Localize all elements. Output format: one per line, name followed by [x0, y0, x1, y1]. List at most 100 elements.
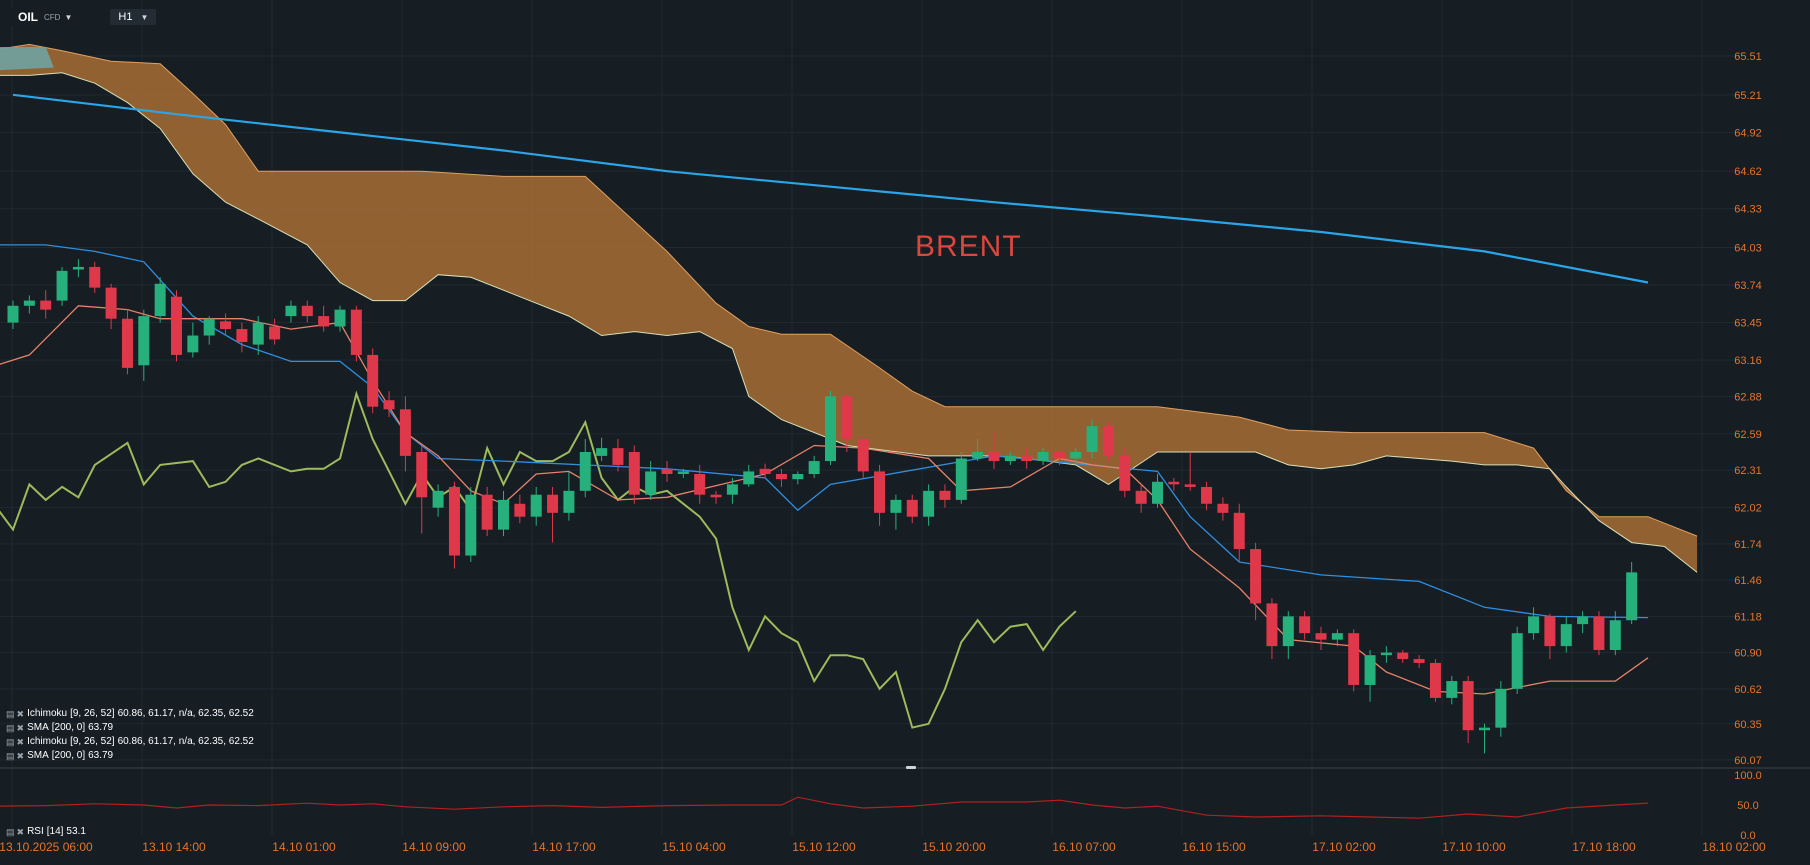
- close-icon[interactable]: ✖: [16, 709, 25, 719]
- candle-body: [121, 318, 133, 368]
- price-tick-label: 61.18: [1734, 611, 1762, 623]
- candle: [579, 439, 591, 498]
- indicator-legend-ichimoku-2[interactable]: ▤ ✖ Ichimoku [9, 26, 52] 60.86, 61.17, n/…: [6, 736, 254, 748]
- candle: [56, 266, 68, 306]
- rsi-tick-label: 100.0: [1734, 770, 1762, 782]
- settings-icon[interactable]: ▤: [6, 737, 15, 747]
- candle: [612, 439, 624, 472]
- candle-body: [481, 494, 493, 530]
- candle-body: [1348, 633, 1360, 685]
- indicator-legend-ichimoku-1[interactable]: ▤ ✖ Ichimoku [9, 26, 52] 60.86, 61.17, n/…: [6, 708, 254, 720]
- candle-body: [726, 484, 738, 495]
- timeframe-value: H1: [118, 11, 133, 23]
- time-tick-label: 13.10.2025 06:00: [0, 840, 93, 854]
- candle-body: [334, 309, 346, 327]
- candle-body: [285, 305, 297, 317]
- candle: [399, 396, 411, 472]
- symbol-name: OIL: [18, 10, 38, 24]
- candles: [7, 259, 1638, 754]
- symbol-selector[interactable]: OIL CFD ▼: [10, 8, 81, 26]
- ichimoku-cloud: [0, 44, 1698, 573]
- candle-body: [1544, 616, 1556, 647]
- indicator-legend-sma-1[interactable]: ▤ ✖ SMA [200, 0] 63.79: [6, 722, 113, 734]
- indicator-legend-rsi[interactable]: ▤ ✖ RSI [14] 53.1: [6, 826, 86, 838]
- candle: [1053, 448, 1065, 465]
- candle: [775, 468, 787, 487]
- candle-body: [7, 305, 19, 323]
- price-tick-label: 62.31: [1734, 465, 1762, 477]
- candle: [677, 468, 689, 478]
- candle: [1331, 629, 1343, 647]
- candle: [105, 283, 117, 330]
- candle-body: [1528, 616, 1540, 634]
- settings-icon[interactable]: ▤: [6, 723, 15, 733]
- settings-icon[interactable]: ▤: [6, 751, 15, 761]
- candle-body: [1070, 452, 1082, 459]
- candle-body: [857, 439, 869, 472]
- candle: [350, 305, 362, 362]
- candle: [1593, 611, 1605, 656]
- candle-body: [579, 452, 591, 491]
- close-icon[interactable]: ✖: [16, 723, 25, 733]
- candle: [1626, 562, 1638, 625]
- candle: [1479, 723, 1490, 754]
- candle-body: [530, 494, 542, 517]
- candle: [743, 464, 755, 487]
- candle: [1266, 598, 1278, 660]
- candle: [645, 461, 657, 500]
- indicator-values: 60.86, 61.17, n/a, 62.35, 62.52: [117, 736, 254, 747]
- price-tick-label: 63.74: [1734, 280, 1762, 292]
- candle: [514, 494, 526, 524]
- indicator-legend-sma-2[interactable]: ▤ ✖ SMA [200, 0] 63.79: [6, 750, 113, 762]
- close-icon[interactable]: ✖: [16, 827, 25, 837]
- timeframe-selector[interactable]: H1 ▼: [110, 9, 157, 25]
- candle-body: [399, 409, 411, 456]
- candle: [1135, 484, 1147, 513]
- candle-body: [792, 474, 804, 480]
- candle: [220, 313, 232, 336]
- candle-body: [547, 494, 559, 513]
- candle-body: [612, 448, 624, 465]
- candle-body: [1446, 681, 1458, 698]
- candle-body: [1217, 503, 1229, 513]
- candle: [1168, 477, 1180, 491]
- candle: [1397, 650, 1409, 663]
- cloud-upper-line: [0, 43, 1698, 537]
- candle-body: [269, 326, 281, 340]
- indicator-params: [9, 26, 52]: [70, 708, 115, 719]
- candle-body: [1233, 512, 1245, 550]
- candle-body: [1609, 620, 1621, 650]
- candle-body: [465, 494, 477, 556]
- price-tick-label: 64.33: [1734, 204, 1762, 216]
- price-tick-label: 61.74: [1734, 539, 1762, 551]
- time-tick-label: 15.10 20:00: [922, 840, 986, 854]
- candle-body: [808, 461, 820, 474]
- close-icon[interactable]: ✖: [16, 751, 25, 761]
- candle: [1070, 448, 1082, 464]
- chikou-span-line: [0, 390, 1077, 729]
- candle-body: [416, 452, 428, 498]
- symbol-type: CFD: [44, 12, 61, 22]
- settings-icon[interactable]: ▤: [6, 827, 15, 837]
- candle-body: [1380, 652, 1392, 656]
- close-icon[interactable]: ✖: [16, 737, 25, 747]
- price-tick-label: 65.51: [1734, 51, 1762, 63]
- candle: [7, 300, 19, 330]
- time-tick-label: 16.10 15:00: [1182, 840, 1246, 854]
- time-tick-label: 17.10 18:00: [1572, 840, 1636, 854]
- cloud-lower-line: [0, 72, 1698, 573]
- candle: [825, 391, 836, 465]
- candle-body: [955, 458, 967, 500]
- settings-icon[interactable]: ▤: [6, 709, 15, 719]
- candle: [1511, 626, 1523, 694]
- indicator-name: SMA: [27, 722, 49, 733]
- candle: [596, 437, 608, 462]
- pane-resize-handle[interactable]: [906, 766, 916, 769]
- cloud-bull-segment: [0, 46, 54, 71]
- price-tick-label: 63.45: [1734, 318, 1762, 330]
- candle-body: [890, 499, 902, 513]
- candle: [367, 348, 379, 414]
- indicator-name: RSI: [27, 826, 44, 837]
